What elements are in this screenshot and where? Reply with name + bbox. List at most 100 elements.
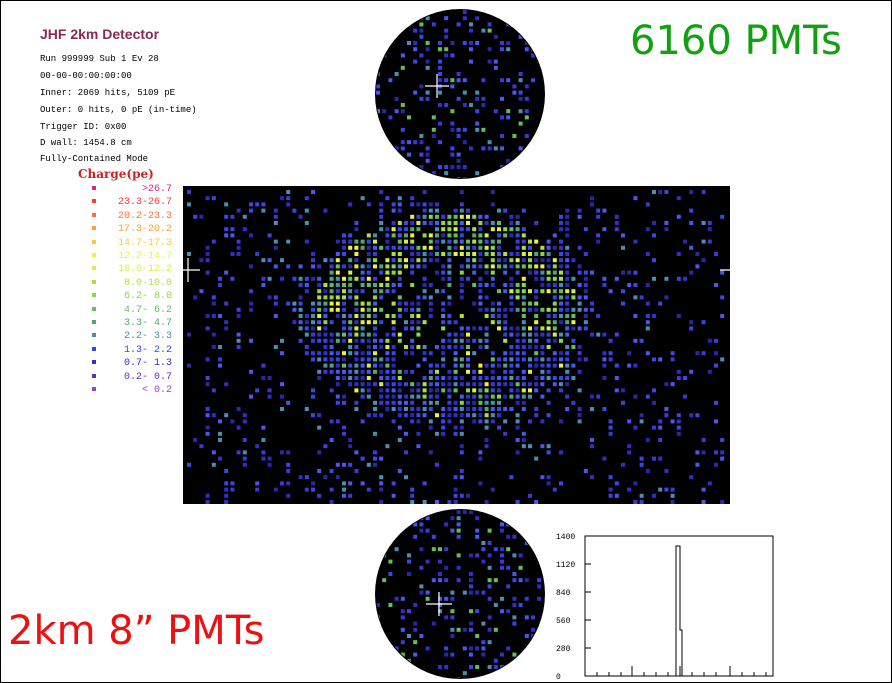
pmt-hit — [342, 301, 346, 306]
pmt-hit — [335, 289, 340, 294]
pmt-hit — [444, 47, 449, 52]
pmt-hit — [410, 283, 415, 287]
pmt-hit — [400, 615, 405, 620]
pmt-hit — [335, 270, 340, 275]
pmt-hit — [373, 314, 377, 318]
pmt-hit — [422, 407, 427, 411]
pmt-hit — [410, 233, 415, 238]
pmt-hit — [450, 528, 455, 533]
pmt-hit — [487, 584, 492, 589]
pmt-hit — [543, 152, 544, 157]
pmt-hit — [419, 634, 424, 638]
pmt-hit — [540, 475, 545, 480]
pmt-hit — [475, 609, 480, 614]
pmt-hit — [590, 475, 594, 480]
pmt-hit — [503, 264, 508, 269]
pmt-hit — [441, 289, 446, 294]
pmt-hit — [410, 258, 415, 263]
pmt-hit — [425, 590, 430, 595]
pmt-hit — [537, 658, 542, 663]
pmt-hit — [329, 338, 334, 343]
pmt-hit — [577, 388, 582, 393]
pmt-hit — [450, 596, 455, 601]
pmt-hit — [335, 252, 340, 256]
pmt-hit — [531, 615, 535, 620]
pmt-hit — [469, 578, 473, 583]
pmt-hit — [714, 338, 718, 343]
pmt-hit — [342, 462, 346, 467]
pmt-hit — [537, 140, 542, 145]
pmt-hit — [559, 450, 563, 455]
pmt-type-annotation: 2km 8” PMTs — [8, 608, 265, 654]
pmt-hit — [543, 41, 544, 45]
pmt-hit — [273, 239, 278, 244]
pmt-hit — [540, 307, 545, 312]
pmt-hit — [503, 233, 508, 238]
pmt-hit — [472, 258, 477, 263]
pmt-hit — [571, 314, 576, 318]
pmt-hit — [323, 444, 328, 449]
pmt-hit — [515, 338, 520, 343]
pmt-hit — [720, 214, 725, 219]
pmt-hit — [425, 152, 430, 157]
pmt-hit — [261, 276, 266, 281]
pmt-hit — [425, 516, 430, 521]
pmt-hit — [425, 528, 430, 533]
pmt-hit — [441, 270, 446, 275]
pmt-hit — [469, 572, 473, 576]
pmt-hit — [658, 190, 663, 194]
pmt-hit — [500, 528, 504, 533]
pmt-hit — [487, 565, 492, 570]
pmt-hit — [524, 578, 529, 583]
pmt-hit — [354, 351, 359, 356]
pmt-hit — [652, 190, 656, 194]
pmt-hit — [571, 363, 576, 368]
pmt-hit — [559, 270, 563, 275]
pmt-hit — [280, 394, 284, 399]
pmt-hit — [571, 295, 576, 300]
pmt-hit — [317, 376, 322, 380]
pmt-hit — [478, 388, 483, 393]
pmt-hit — [348, 351, 353, 356]
pmt-hit — [469, 28, 473, 33]
pmt-hit — [583, 307, 588, 312]
pmt-hit — [416, 363, 421, 368]
pmt-hit — [205, 270, 210, 275]
pmt-hit — [348, 338, 353, 343]
pmt-hit — [280, 258, 284, 263]
pmt-hit — [459, 376, 464, 380]
pmt-hit — [664, 382, 669, 387]
pmt-hit — [360, 245, 365, 250]
pmt-hit — [484, 307, 489, 312]
pmt-hit — [224, 270, 229, 275]
pmt-hit — [466, 351, 470, 356]
pmt-hit — [205, 382, 210, 387]
pmt-hit — [342, 425, 346, 430]
pmt-hit — [456, 158, 461, 163]
pmt-hit — [546, 332, 551, 337]
pmt-hit — [329, 270, 334, 275]
pmt-hit — [444, 652, 449, 657]
pmt-hit — [503, 407, 508, 411]
pmt-hit — [707, 338, 712, 343]
pmt-hit — [205, 425, 210, 430]
pmt-hit — [304, 345, 309, 349]
pmt-hit — [503, 338, 508, 343]
pmt-hit — [407, 41, 411, 45]
pmt-hit — [391, 270, 396, 275]
pmt-hit — [422, 382, 427, 387]
pmt-hit — [335, 376, 340, 380]
pmt-hit — [304, 196, 309, 201]
pmt-hit — [224, 413, 229, 418]
pmt-hit — [645, 469, 650, 473]
pmt-hit — [435, 363, 439, 368]
pmt-hit — [385, 400, 390, 405]
pmt-hit — [422, 264, 427, 269]
pmt-hit — [304, 320, 309, 325]
pmt-hit — [540, 351, 545, 356]
pmt-hit — [413, 28, 418, 33]
pmt-hit — [385, 345, 390, 349]
pmt-hit — [614, 332, 619, 337]
pmt-hit — [435, 270, 439, 275]
pmt-hit — [410, 413, 415, 418]
